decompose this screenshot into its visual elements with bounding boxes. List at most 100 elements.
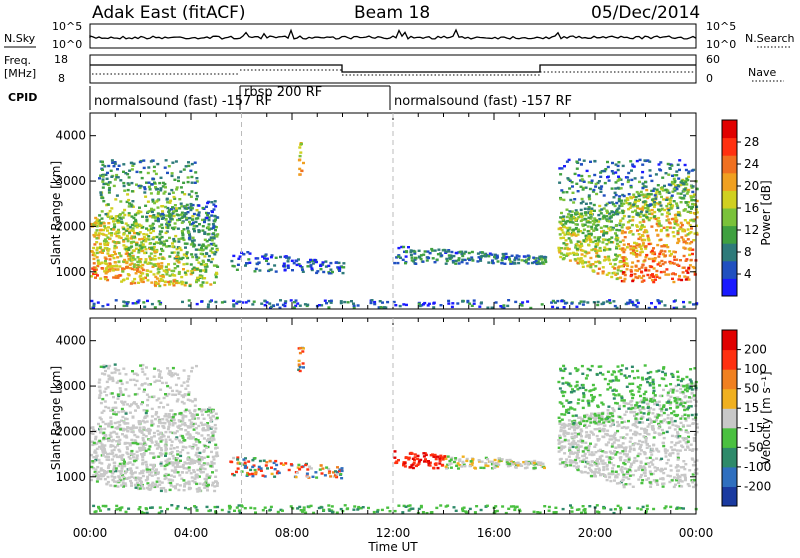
range-gate-cell	[563, 257, 566, 259]
range-gate-cell	[587, 265, 590, 267]
range-gate-cell	[194, 162, 197, 164]
range-gate-cell	[689, 212, 692, 214]
range-gate-cell	[595, 225, 598, 227]
range-gate-cell	[130, 203, 133, 205]
range-gate-cell	[328, 272, 331, 274]
range-gate-cell	[130, 252, 133, 254]
range-gate-cell	[418, 462, 421, 464]
range-gate-cell	[662, 445, 665, 447]
range-gate-cell	[107, 203, 110, 205]
range-gate-cell	[644, 267, 647, 269]
range-gate-cell	[248, 262, 251, 264]
range-gate-cell	[184, 415, 187, 417]
range-gate-cell	[153, 170, 156, 172]
range-gate-cell	[112, 276, 115, 278]
range-gate-cell	[259, 460, 262, 462]
range-gate-cell	[133, 163, 136, 165]
range-gate-cell	[195, 440, 198, 442]
range-gate-cell	[106, 483, 109, 485]
range-gate-cell	[671, 278, 674, 280]
range-gate-cell	[463, 465, 466, 467]
range-gate-cell	[98, 379, 101, 381]
range-gate-cell	[153, 368, 156, 370]
range-gate-cell	[138, 207, 141, 209]
range-gate-cell	[199, 276, 202, 278]
range-gate-cell	[125, 436, 128, 438]
range-gate-cell	[119, 200, 122, 202]
range-gate-cell	[148, 474, 151, 476]
range-gate-cell	[273, 476, 276, 478]
freq-strip-frame	[90, 55, 696, 83]
range-gate-cell	[207, 427, 210, 429]
range-gate-cell	[104, 247, 107, 249]
range-gate-cell	[604, 204, 607, 206]
range-gate-cell	[144, 382, 147, 384]
range-gate-cell	[434, 454, 437, 456]
range-gate-cell	[611, 467, 614, 469]
range-gate-cell	[193, 230, 196, 232]
range-gate-cell	[594, 475, 597, 477]
range-gate-cell	[161, 418, 164, 420]
range-gate-cell	[131, 215, 134, 217]
range-gate-cell	[409, 251, 412, 253]
range-gate-cell	[153, 381, 156, 383]
range-gate-cell	[637, 469, 640, 471]
range-gate-cell	[639, 221, 642, 223]
nsearch-tick-bottom: 10^0	[706, 38, 736, 51]
range-gate-cell	[564, 439, 567, 441]
range-gate-cell	[614, 205, 617, 207]
range-gate-cell	[276, 303, 279, 305]
range-gate-cell	[101, 210, 104, 212]
range-gate-cell	[645, 254, 648, 256]
range-gate-cell	[100, 229, 103, 231]
range-gate-cell	[524, 255, 527, 257]
range-gate-cell	[127, 301, 130, 303]
range-gate-cell	[432, 257, 435, 259]
range-gate-cell	[648, 196, 651, 198]
range-gate-cell	[114, 371, 117, 373]
range-gate-cell	[661, 429, 664, 431]
range-gate-cell	[645, 189, 648, 191]
range-gate-cell	[643, 239, 646, 241]
range-gate-cell	[460, 253, 463, 255]
range-gate-cell	[608, 259, 611, 261]
range-gate-cell	[437, 467, 440, 469]
range-gate-cell	[635, 265, 638, 267]
range-gate-cell	[583, 181, 586, 183]
range-gate-cell	[264, 255, 267, 257]
range-gate-cell	[580, 216, 583, 218]
range-gate-cell	[654, 306, 657, 308]
range-gate-cell	[338, 270, 341, 272]
range-gate-cell	[203, 437, 206, 439]
range-gate-cell	[148, 238, 151, 240]
range-gate-cell	[207, 226, 210, 228]
range-gate-cell	[517, 462, 520, 464]
range-gate-cell	[124, 443, 127, 445]
freq-unit-label: [MHz]	[4, 67, 36, 80]
range-gate-cell	[195, 256, 198, 258]
range-gate-cell	[130, 182, 133, 184]
range-gate-cell	[414, 453, 417, 455]
freq-strip: Freq. [MHz] 18 8 60 0 Nave	[4, 53, 784, 85]
range-gate-cell	[691, 253, 694, 255]
range-gate-cell	[505, 253, 508, 255]
range-gate-cell	[189, 436, 192, 438]
range-gate-cell	[100, 469, 103, 471]
range-gate-cell	[125, 373, 128, 375]
range-gate-cell	[173, 471, 176, 473]
range-gate-cell	[563, 306, 566, 308]
range-gate-cell	[181, 234, 184, 236]
range-gate-cell	[212, 203, 215, 205]
range-gate-cell	[651, 463, 654, 465]
range-gate-cell	[92, 258, 95, 260]
range-gate-cell	[96, 247, 99, 249]
range-gate-cell	[157, 477, 160, 479]
range-gate-cell	[647, 425, 650, 427]
range-gate-cell	[91, 250, 94, 252]
range-gate-cell	[175, 207, 178, 209]
range-gate-cell	[319, 468, 322, 470]
range-gate-cell	[164, 281, 167, 283]
range-gate-cell	[159, 242, 162, 244]
range-gate-cell	[567, 232, 570, 234]
range-gate-cell	[158, 380, 161, 382]
